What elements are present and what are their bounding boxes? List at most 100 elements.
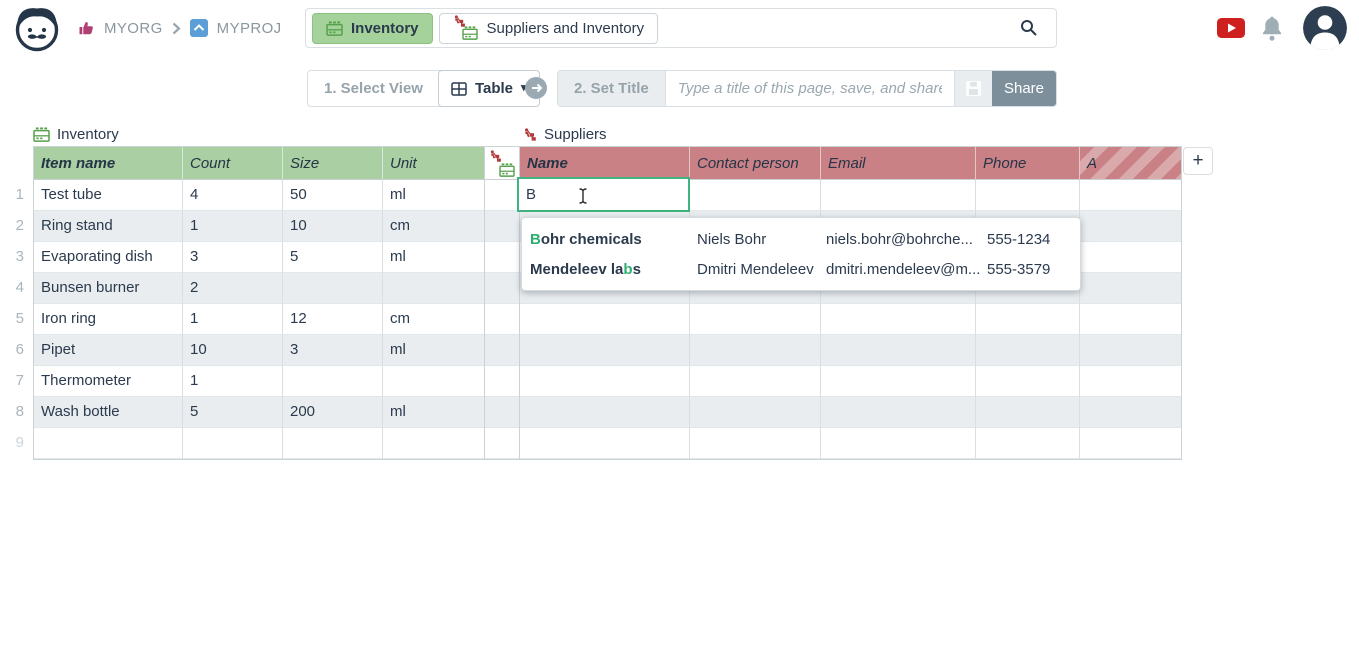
cell[interactable] bbox=[1080, 428, 1181, 459]
cell[interactable]: 1 bbox=[183, 366, 283, 397]
autocomplete-item[interactable]: Mendeleev labs Dmitri Mendeleev dmitri.m… bbox=[522, 254, 1080, 284]
cell[interactable] bbox=[976, 397, 1080, 428]
column-header-contact-person[interactable]: Contact person bbox=[690, 147, 821, 179]
cell[interactable] bbox=[690, 180, 821, 211]
cell[interactable] bbox=[520, 366, 690, 397]
cell[interactable]: 3 bbox=[183, 242, 283, 273]
add-column-button[interactable]: + bbox=[1183, 147, 1213, 175]
cell[interactable]: cm bbox=[383, 211, 484, 242]
cell[interactable]: 200 bbox=[283, 397, 383, 428]
cell[interactable] bbox=[283, 428, 383, 459]
cell[interactable] bbox=[690, 397, 821, 428]
link-cell[interactable] bbox=[485, 397, 519, 428]
cell[interactable] bbox=[1080, 273, 1181, 304]
cell[interactable]: Ring stand bbox=[34, 211, 183, 242]
cell[interactable]: 5 bbox=[183, 397, 283, 428]
cell[interactable] bbox=[183, 428, 283, 459]
cell[interactable]: 5 bbox=[283, 242, 383, 273]
cell[interactable]: Pipet bbox=[34, 335, 183, 366]
breadcrumb-org[interactable]: MYORG bbox=[104, 19, 163, 37]
cell[interactable] bbox=[821, 428, 976, 459]
cell[interactable]: 2 bbox=[183, 273, 283, 304]
cell[interactable] bbox=[34, 428, 183, 459]
cell[interactable]: ml bbox=[383, 335, 484, 366]
cell[interactable]: 4 bbox=[183, 180, 283, 211]
cell[interactable] bbox=[383, 366, 484, 397]
save-button[interactable] bbox=[954, 71, 992, 106]
cell[interactable] bbox=[383, 428, 484, 459]
cell[interactable] bbox=[821, 335, 976, 366]
cell[interactable] bbox=[520, 428, 690, 459]
cell[interactable] bbox=[976, 180, 1080, 211]
link-cell[interactable] bbox=[485, 304, 519, 335]
tab-inventory[interactable]: Inventory bbox=[312, 12, 433, 44]
column-header-name[interactable]: Name bbox=[520, 147, 690, 179]
cell[interactable] bbox=[976, 428, 1080, 459]
autocomplete-item[interactable]: Bohr chemicals Niels Bohr niels.bohr@boh… bbox=[522, 224, 1080, 254]
cell[interactable] bbox=[1080, 397, 1181, 428]
cell[interactable]: 3 bbox=[283, 335, 383, 366]
cell[interactable]: Test tube bbox=[34, 180, 183, 211]
column-header-unit[interactable]: Unit bbox=[390, 155, 417, 172]
cell[interactable] bbox=[283, 273, 383, 304]
cell[interactable]: Evaporating dish bbox=[34, 242, 183, 273]
cell[interactable] bbox=[690, 304, 821, 335]
user-avatar[interactable] bbox=[1303, 6, 1347, 50]
link-cell[interactable] bbox=[485, 211, 519, 242]
column-header-a-new[interactable]: A bbox=[1080, 147, 1181, 179]
cell[interactable] bbox=[821, 397, 976, 428]
cell[interactable] bbox=[976, 366, 1080, 397]
cell[interactable] bbox=[690, 366, 821, 397]
breadcrumb-project[interactable]: MYPROJ bbox=[216, 19, 282, 37]
link-cell[interactable] bbox=[485, 273, 519, 304]
cell[interactable]: Iron ring bbox=[34, 304, 183, 335]
share-button[interactable]: Share bbox=[992, 71, 1056, 106]
link-cell[interactable] bbox=[485, 242, 519, 273]
cell[interactable]: 1 bbox=[183, 211, 283, 242]
cell[interactable] bbox=[976, 304, 1080, 335]
cell[interactable]: cm bbox=[383, 304, 484, 335]
link-cell[interactable] bbox=[485, 428, 519, 459]
cell[interactable] bbox=[821, 180, 976, 211]
cell[interactable]: ml bbox=[383, 397, 484, 428]
cell[interactable] bbox=[520, 335, 690, 366]
app-logo[interactable] bbox=[11, 2, 63, 54]
cell[interactable]: 10 bbox=[183, 335, 283, 366]
cell[interactable] bbox=[283, 366, 383, 397]
cell[interactable]: ml bbox=[383, 242, 484, 273]
cell[interactable]: Bunsen burner bbox=[34, 273, 183, 304]
page-title-input[interactable] bbox=[665, 71, 954, 106]
notifications-button[interactable] bbox=[1259, 15, 1285, 42]
link-cell[interactable] bbox=[485, 366, 519, 397]
cell[interactable] bbox=[1080, 366, 1181, 397]
cell[interactable]: 50 bbox=[283, 180, 383, 211]
view-type-dropdown[interactable]: Table ▾ bbox=[437, 70, 540, 107]
cell[interactable] bbox=[1080, 242, 1181, 273]
cell[interactable]: Wash bottle bbox=[34, 397, 183, 428]
column-header-size[interactable]: Size bbox=[283, 147, 383, 179]
link-column-header[interactable] bbox=[485, 147, 519, 180]
cell[interactable] bbox=[1080, 211, 1181, 242]
cell[interactable] bbox=[1080, 304, 1181, 335]
cell[interactable]: ml bbox=[383, 180, 484, 211]
cell[interactable] bbox=[976, 335, 1080, 366]
column-header-item-name[interactable]: Item name bbox=[34, 147, 183, 179]
cell[interactable] bbox=[690, 428, 821, 459]
cell[interactable] bbox=[1080, 180, 1181, 211]
cell[interactable] bbox=[690, 335, 821, 366]
column-header-phone[interactable]: Phone bbox=[976, 147, 1080, 179]
cell[interactable] bbox=[1080, 335, 1181, 366]
cell[interactable]: Thermometer bbox=[34, 366, 183, 397]
cell[interactable] bbox=[821, 366, 976, 397]
cell[interactable]: 10 bbox=[283, 211, 383, 242]
link-cell[interactable] bbox=[485, 335, 519, 366]
cell[interactable]: 12 bbox=[283, 304, 383, 335]
cell[interactable] bbox=[821, 304, 976, 335]
search-button[interactable] bbox=[1020, 19, 1038, 37]
name-cell-editor[interactable]: B bbox=[517, 177, 690, 212]
tab-suppliers-and-inventory[interactable]: Suppliers and Inventory bbox=[438, 12, 659, 44]
youtube-button[interactable] bbox=[1217, 18, 1245, 38]
cell[interactable] bbox=[520, 304, 690, 335]
column-header-count[interactable]: Count bbox=[183, 147, 283, 179]
link-cell[interactable] bbox=[485, 180, 519, 211]
